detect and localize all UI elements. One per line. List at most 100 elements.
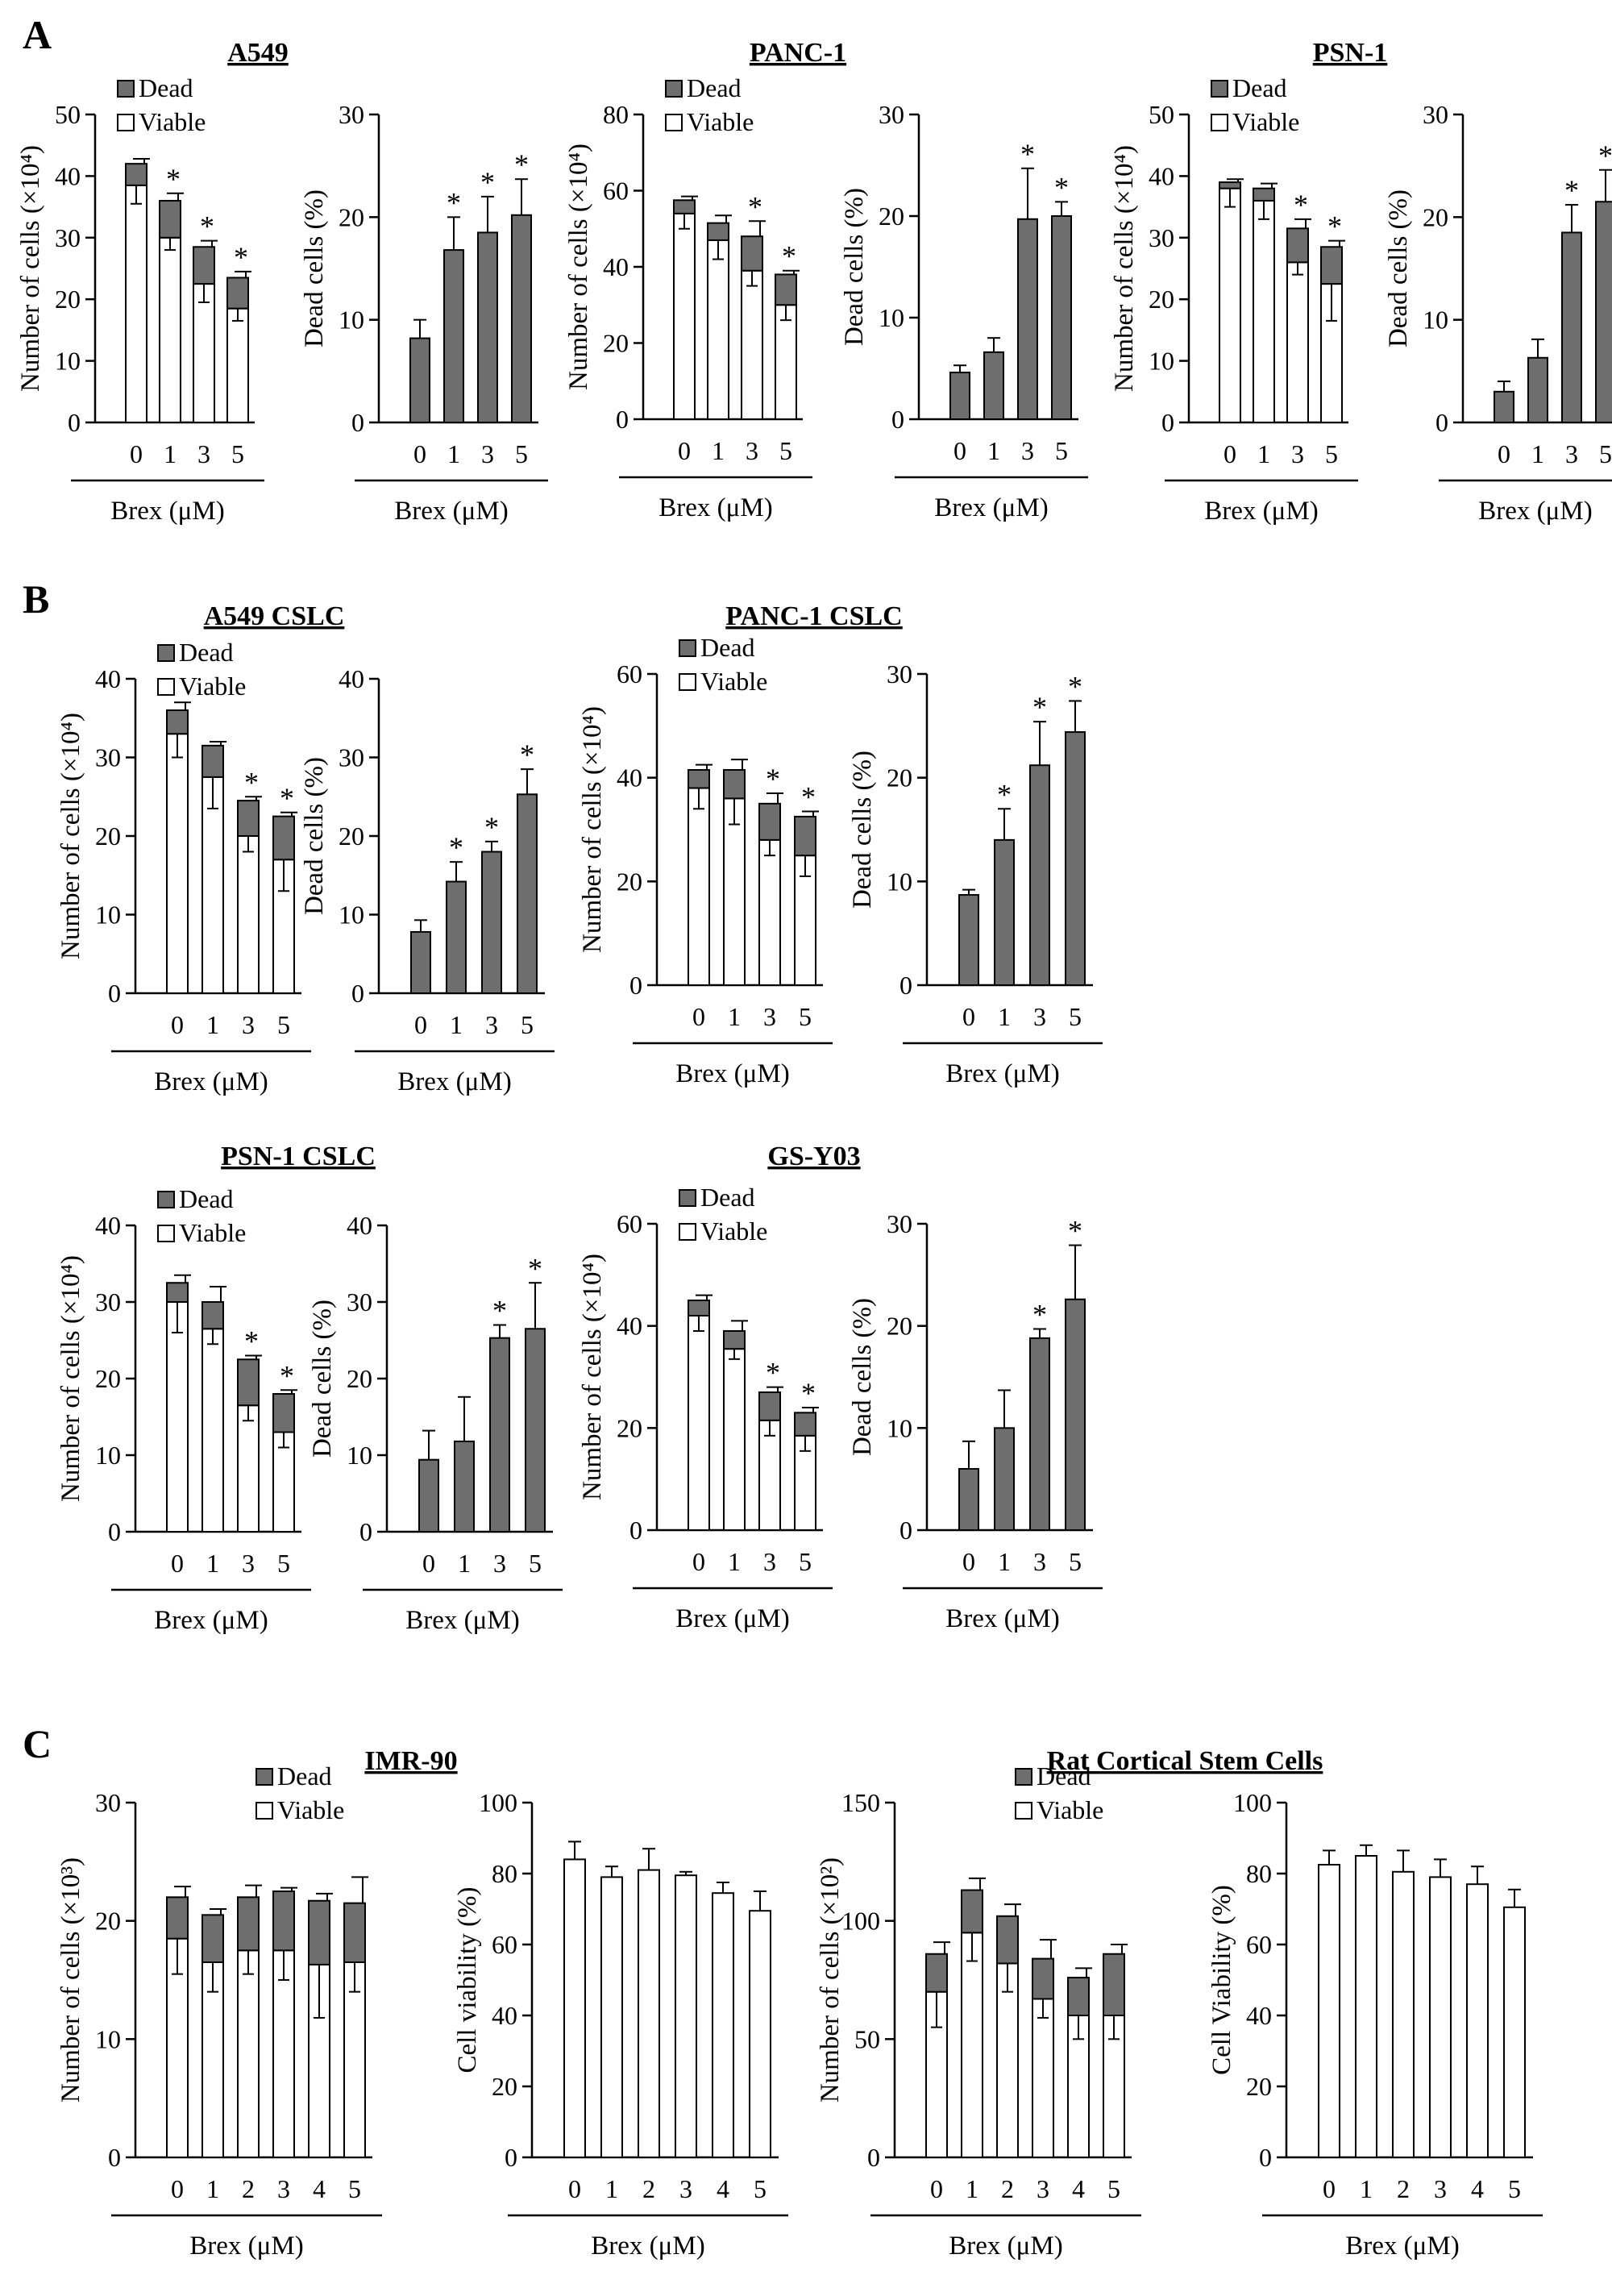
y-tick-label: 30 [879, 100, 904, 129]
y-tick-label: 30 [347, 1287, 372, 1316]
significance-mark: * [1327, 210, 1342, 243]
y-axis-label: Dead cells (%) [300, 757, 329, 915]
y-axis-label: Number of cells (×10⁴) [578, 1254, 607, 1500]
y-tick-label: 0 [629, 971, 642, 1000]
x-axis-label: Brex (μM) [405, 1606, 519, 1635]
bar-viable [1032, 1998, 1054, 2158]
bar [525, 1328, 546, 1533]
y-tick-label: 10 [339, 901, 364, 930]
y-tick-label: 40 [95, 664, 121, 693]
bar-viable [1286, 261, 1309, 423]
x-tick-label: 5 [1069, 1547, 1082, 1576]
bar [511, 214, 532, 423]
y-tick-label: 10 [95, 2024, 121, 2053]
x-tick-label: 4 [1072, 2174, 1085, 2203]
y-tick-label: 60 [1246, 1930, 1272, 1959]
y-tick-label: 30 [887, 659, 912, 688]
bar-viable [166, 1301, 189, 1533]
x-tick-label: 3 [763, 1547, 776, 1576]
x-tick-label: 3 [746, 436, 758, 465]
y-tick-label: 50 [55, 100, 81, 129]
y-tick-label: 0 [108, 979, 121, 1008]
bar-dead [237, 1896, 260, 1952]
x-axis-label: Brex (μM) [1478, 497, 1592, 526]
y-tick-label: 80 [1246, 1859, 1272, 1888]
x-tick-label: 3 [1565, 439, 1578, 468]
x-tick-label: 0 [953, 436, 966, 465]
x-tick-label: 1 [987, 436, 1000, 465]
bar-dead [308, 1899, 330, 1965]
x-tick-label: 3 [1434, 2174, 1447, 2203]
bar [949, 372, 970, 421]
significance-mark: * [244, 1325, 259, 1358]
y-tick-label: 20 [617, 867, 642, 896]
y-tick-label: 50 [1149, 100, 1174, 129]
legend-swatch-dead [256, 1768, 273, 1786]
x-axis-label: Brex (μM) [945, 1059, 1059, 1088]
x-axis-label: Brex (μM) [154, 1067, 268, 1096]
bar [1527, 356, 1548, 423]
y-tick-label: 60 [603, 177, 629, 206]
y-tick-label: 0 [629, 1516, 642, 1545]
chart-title: A549 CSLC [204, 601, 345, 631]
y-tick-label: 60 [617, 659, 642, 688]
bar [638, 1869, 660, 2159]
x-tick-label: 5 [277, 1549, 290, 1578]
bar [410, 930, 431, 994]
bar-dead [1067, 1977, 1090, 2016]
legend-swatch-dead [679, 639, 696, 657]
y-tick-label: 10 [347, 1441, 372, 1470]
legend-label-dead: Dead [1037, 1762, 1091, 1791]
bar-dead [237, 1358, 260, 1407]
significance-mark: * [447, 186, 461, 218]
x-tick-label: 5 [277, 1010, 290, 1039]
y-axis-label: Number of cells (×10⁴) [578, 706, 607, 953]
x-axis-label: Brex (μM) [394, 497, 508, 526]
x-tick-label: 3 [485, 1010, 498, 1039]
significance-mark: * [514, 148, 529, 181]
x-tick-label: 5 [754, 2174, 767, 2203]
bar [1466, 1883, 1489, 2158]
significance-mark: * [234, 241, 248, 273]
bar-dead [166, 1896, 189, 1940]
bar-dead [925, 1953, 948, 1993]
legend-label-dead: Dead [179, 638, 234, 667]
bar-viable [193, 283, 215, 423]
x-tick-label: 0 [1323, 2174, 1336, 2203]
bar-dead [758, 802, 781, 841]
y-tick-label: 20 [347, 1364, 372, 1393]
x-tick-label: 3 [1033, 1547, 1046, 1576]
bar [749, 1910, 771, 2158]
y-tick-label: 60 [492, 1930, 517, 1959]
y-tick-label: 40 [95, 1211, 121, 1240]
y-tick-label: 10 [887, 867, 912, 896]
bar-dead [202, 1301, 224, 1330]
bar-dead [723, 769, 746, 800]
bar-viable [237, 835, 260, 994]
significance-mark: * [200, 210, 214, 243]
legend-swatch-dead [1015, 1768, 1032, 1786]
x-axis-label: Brex (μM) [1345, 2232, 1459, 2261]
legend-label-dead: Dead [139, 73, 193, 102]
bar [1065, 1298, 1086, 1531]
legend-label-viable: Viable [1232, 107, 1299, 136]
significance-mark: * [280, 1359, 294, 1391]
significance-mark: * [748, 190, 762, 223]
chart-title: A549 [227, 38, 289, 68]
y-tick-label: 10 [1423, 306, 1448, 335]
chart-title: GS-Y03 [767, 1142, 860, 1171]
y-tick-label: 0 [616, 405, 629, 434]
y-tick-label: 150 [841, 1788, 880, 1817]
legend-swatch-viable [157, 678, 175, 696]
y-tick-label: 30 [339, 100, 364, 129]
y-axis-label: Cell viability (%) [453, 1887, 482, 2073]
x-tick-label: 0 [171, 1549, 184, 1578]
bar-dead [202, 1914, 224, 1963]
x-axis-label: Brex (μM) [110, 497, 224, 526]
significance-mark: * [801, 780, 816, 813]
bar-viable [343, 1961, 366, 2158]
x-tick-label: 5 [1055, 436, 1068, 465]
